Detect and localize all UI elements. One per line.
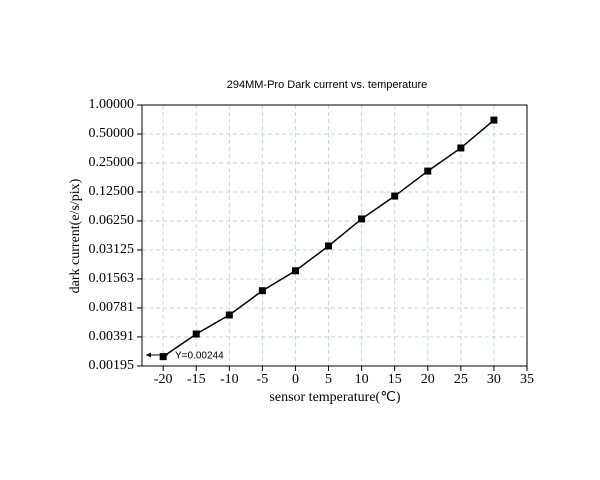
marker [225, 311, 233, 319]
y-tick-label: 0.01563 [89, 271, 135, 286]
y-tick-label: 0.12500 [89, 184, 135, 199]
x-axis-label: sensor temperature(℃) [269, 390, 401, 405]
annotation-arrowhead [146, 352, 151, 358]
y-axis-label: dark current(e/s/pix) [68, 178, 83, 293]
x-tick-label: 10 [355, 372, 369, 387]
marker [391, 192, 399, 200]
x-tick-label: 25 [454, 372, 468, 387]
x-tick-label: -10 [220, 372, 239, 387]
marker [457, 144, 465, 152]
y-tick-label: 0.50000 [89, 126, 135, 141]
x-tick-label: 30 [487, 372, 501, 387]
marker [490, 116, 498, 124]
chart-title: 294MM-Pro Dark current vs. temperature [227, 79, 428, 91]
x-tick-label: 0 [292, 372, 299, 387]
y-tick-label: 0.00391 [89, 329, 135, 344]
x-tick-label: 5 [325, 372, 332, 387]
marker [258, 287, 266, 295]
x-tick-label: 15 [388, 372, 402, 387]
marker [291, 267, 299, 275]
y-tick-label: 0.03125 [89, 242, 135, 257]
marker [159, 353, 167, 361]
x-tick-label: -20 [154, 372, 173, 387]
marker [424, 167, 432, 175]
marker [358, 215, 366, 223]
marker [325, 242, 333, 250]
marker [192, 330, 200, 338]
x-tick-label: 35 [520, 372, 534, 387]
x-tick-label: -15 [187, 372, 206, 387]
y-tick-label: 0.25000 [89, 155, 135, 170]
y-tick-label: 1.00000 [89, 97, 135, 112]
y-tick-label: 0.00195 [89, 358, 135, 373]
annotation: Y=0.00244 [175, 351, 224, 362]
y-tick-label: 0.06250 [89, 213, 135, 228]
x-tick-label: -5 [257, 372, 269, 387]
plot-frame [141, 104, 528, 367]
x-tick-label: 20 [421, 372, 435, 387]
y-tick-label: 0.00781 [89, 300, 135, 315]
